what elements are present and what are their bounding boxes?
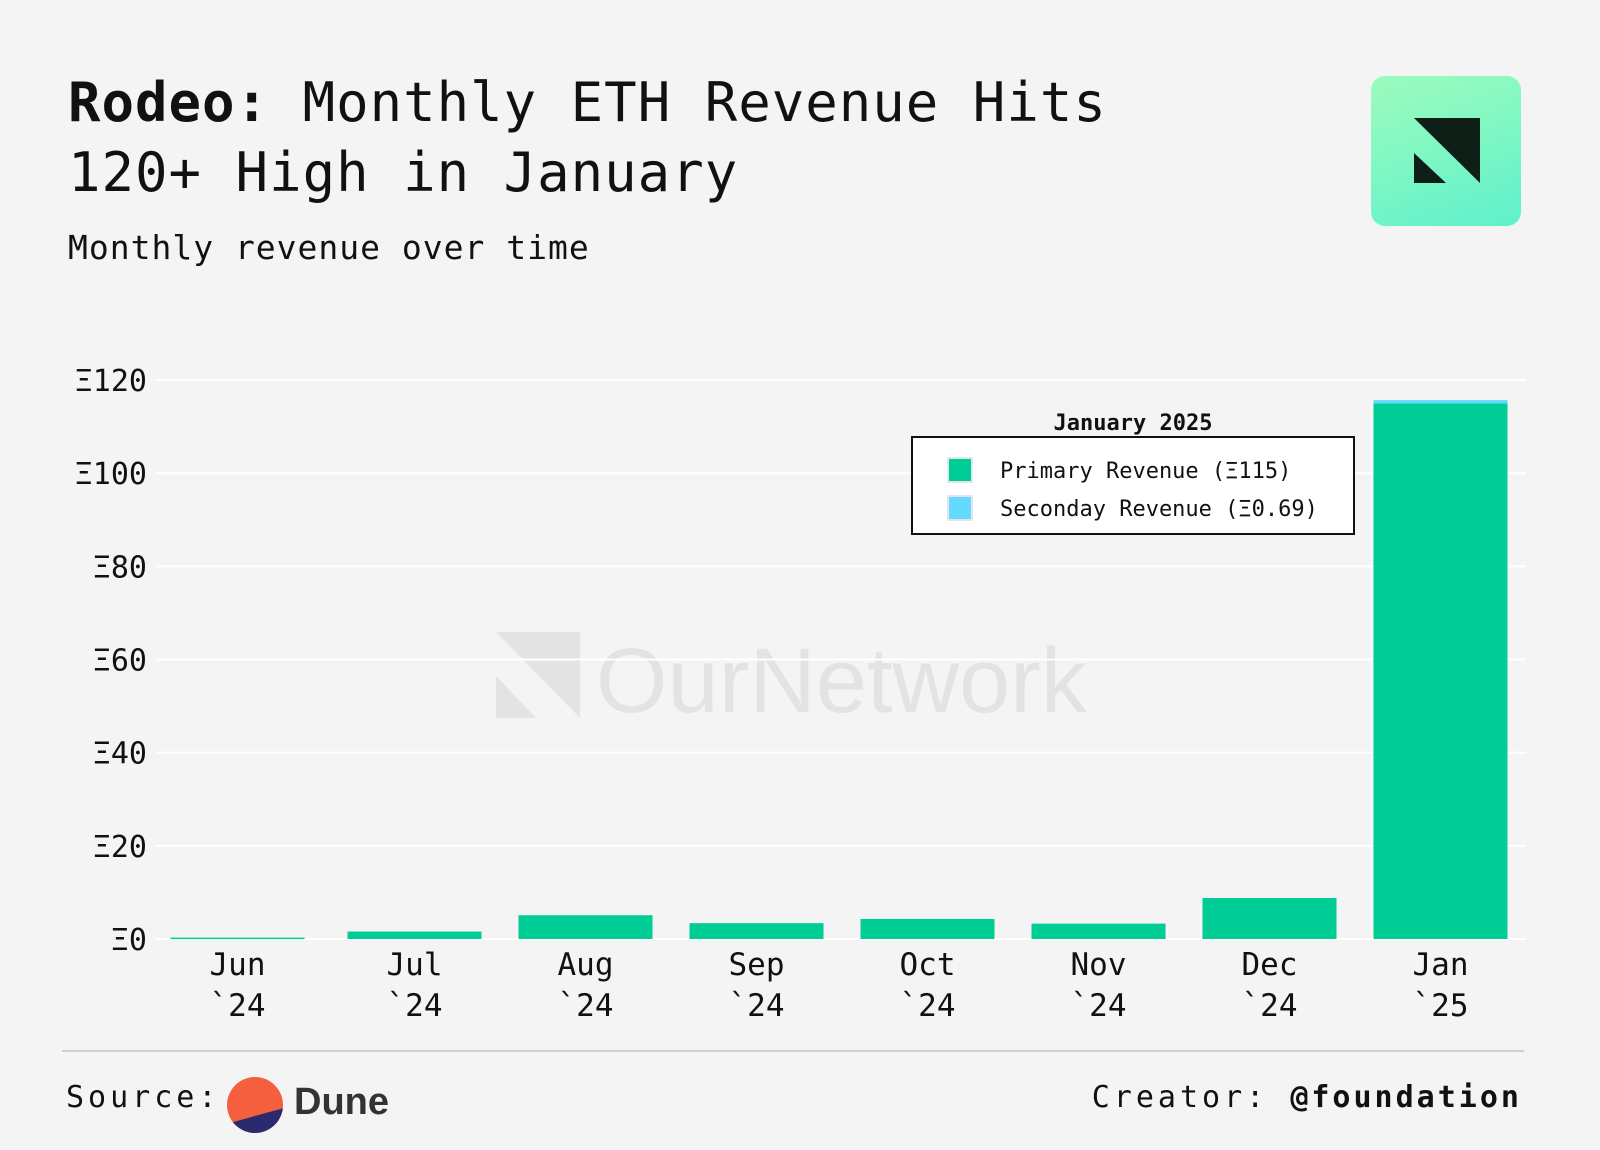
ournetwork-logo-icon: [1414, 118, 1480, 183]
creator-handle: @foundation: [1290, 1080, 1522, 1115]
y-tick-label: Ξ120: [75, 364, 147, 399]
watermark-text: OurNetwork: [596, 630, 1088, 732]
creator: Creator: @foundation: [1092, 1080, 1522, 1115]
watermark-triangle-top: [496, 632, 580, 718]
title-text: Monthly ETH Revenue Hits 120+ High in Ja…: [68, 71, 1107, 204]
legend-label: Primary Revenue (Ξ115): [1000, 459, 1291, 484]
x-axis: Jun `24 Jul `24 Aug `24 Sep `24 Oct `24 Nov `24 Dec `…: [210, 947, 1469, 1024]
legend-title: January 2025: [1054, 411, 1213, 436]
bar-chart: OurNetwork Ξ0 Ξ20 Ξ40 Ξ60 Ξ80 Ξ100 Ξ120 Jun `24…: [75, 364, 1526, 1024]
legend-box: [911, 436, 1355, 535]
y-tick-label: Ξ60: [93, 644, 147, 679]
title-project: Rodeo:: [68, 71, 270, 134]
bar-primary: [347, 931, 482, 939]
gridlines: [156, 379, 1526, 940]
x-tick-label-year: `24: [1071, 988, 1127, 1024]
y-tick-label: Ξ80: [93, 550, 147, 585]
dune-logo-icon: [227, 1077, 283, 1133]
source-name: Dune: [294, 1081, 389, 1123]
y-tick-label: Ξ20: [93, 830, 147, 865]
legend-swatch: [947, 495, 973, 521]
x-tick-label-month: Dec: [1242, 947, 1298, 983]
bar-primary: [860, 918, 995, 939]
bar-primary: [689, 923, 824, 939]
x-tick-label-month: Sep: [729, 947, 785, 983]
bar-primary: [1202, 898, 1337, 939]
x-tick-label-year: `24: [900, 988, 956, 1024]
chart-subtitle: Monthly revenue over time: [68, 228, 590, 267]
bar-primary: [170, 937, 305, 940]
x-tick-label-year: `25: [1413, 988, 1469, 1024]
chart-title: Rodeo: Monthly ETH Revenue Hits 120+ Hig…: [68, 68, 1268, 208]
legend: January 2025 Primary Revenue (Ξ115) Second…: [911, 411, 1355, 535]
bar-primary: [1031, 923, 1166, 939]
x-tick-label-month: Aug: [558, 947, 614, 983]
bars: [170, 400, 1508, 940]
x-tick-label-month: Jun: [210, 947, 266, 983]
x-tick-label-month: Jan: [1413, 947, 1469, 983]
x-tick-label-year: `24: [387, 988, 443, 1024]
x-tick-label-year: `24: [729, 988, 785, 1024]
x-tick-label-year: `24: [558, 988, 614, 1024]
x-tick-label-month: Jul: [387, 947, 443, 983]
legend-swatch: [947, 457, 973, 483]
y-tick-label: Ξ100: [75, 457, 147, 492]
x-tick-label-month: Oct: [900, 947, 956, 983]
watermark-triangle-bottom: [496, 676, 536, 718]
bar-primary: [1373, 403, 1508, 940]
footer-divider: [62, 1050, 1524, 1052]
legend-label: Seconday Revenue (Ξ0.69): [1000, 497, 1318, 522]
creator-label: Creator:: [1091, 1080, 1269, 1115]
y-tick-label: Ξ40: [93, 737, 147, 772]
x-tick-label-month: Nov: [1071, 947, 1127, 983]
y-tick-label: Ξ0: [111, 923, 147, 958]
bar-primary: [518, 915, 653, 939]
ournetwork-logo: [1371, 76, 1521, 226]
watermark: OurNetwork: [496, 630, 1088, 732]
x-tick-label-year: `24: [210, 988, 266, 1024]
x-tick-label-year: `24: [1242, 988, 1298, 1024]
source-label: Source:: [66, 1080, 221, 1115]
bar-secondary: [1373, 400, 1508, 404]
y-axis: Ξ0 Ξ20 Ξ40 Ξ60 Ξ80 Ξ100 Ξ120: [75, 364, 147, 958]
